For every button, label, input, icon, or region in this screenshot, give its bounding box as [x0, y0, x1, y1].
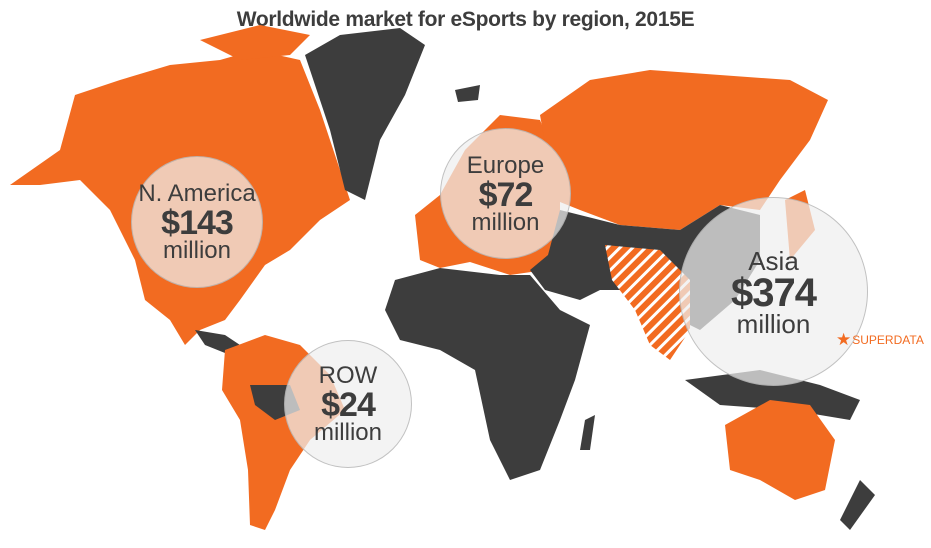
australia: [725, 400, 835, 500]
russia: [540, 70, 828, 230]
bubble-asia: Asia $374 million: [679, 197, 868, 386]
south-asia: [605, 245, 690, 360]
chart-title: Worldwide market for eSports by region, …: [236, 8, 695, 31]
region-unit: million: [162, 237, 231, 264]
region-value: $143: [161, 204, 234, 242]
brand-name: SUPERDATA: [852, 333, 924, 347]
region-name: Europe: [466, 151, 545, 179]
region-unit: million: [313, 419, 382, 446]
new-zealand: [840, 480, 875, 530]
region-unit: million: [471, 208, 540, 236]
greenland: [305, 28, 425, 200]
superdata-logo: ★ SUPERDATA: [836, 330, 924, 349]
region-value: $24: [321, 386, 376, 424]
region-name: N. America: [138, 180, 256, 207]
region-name: Asia: [748, 245, 799, 276]
bubble-europe: Europe $72 million: [440, 128, 571, 259]
indonesia: [685, 370, 860, 420]
star-icon: ★: [836, 330, 852, 349]
bubble-row: ROW $24 million: [284, 340, 412, 468]
region-unit: million: [736, 308, 811, 339]
madagascar: [580, 415, 595, 450]
region-name: ROW: [318, 362, 378, 389]
region-value: $374: [731, 270, 817, 315]
region-value: $72: [478, 175, 534, 214]
africa: [385, 268, 590, 480]
bubble-north-america: N. America $143 million: [131, 156, 263, 288]
iceland: [455, 85, 480, 102]
canada-islands: [200, 25, 310, 60]
